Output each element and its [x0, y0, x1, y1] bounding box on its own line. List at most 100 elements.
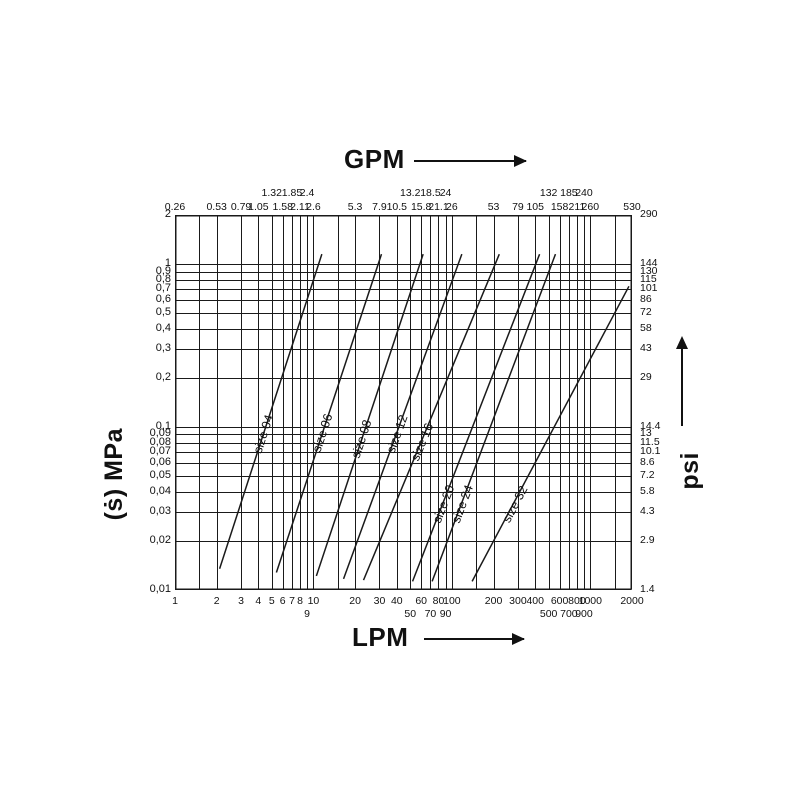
x-tick-label-gpm: 211	[568, 201, 586, 213]
y-tick-label-psi: 4.3	[640, 505, 655, 518]
x-tick-label-gpm: 53	[487, 201, 500, 213]
curve-lines	[218, 253, 630, 582]
x-tick-label-gpm: 0.79	[230, 201, 252, 213]
y-tick-label-mpa: 0,9	[155, 264, 171, 277]
x-tick-label-lpm: 5	[268, 595, 275, 607]
y-tick-label-psi: 43	[640, 342, 652, 355]
y-tick-label-mpa: 0,8	[155, 272, 171, 285]
x-tick-label-gpm: 2.4	[299, 187, 315, 199]
x-tick-label-gpm: 1.32	[261, 187, 282, 199]
curve-size-32	[471, 285, 630, 582]
curve-size-06	[275, 253, 383, 573]
y-tick-label-psi: 11.5	[640, 435, 660, 448]
x-tick-label-lpm: 30	[373, 595, 386, 607]
x-tick-label-gpm: 132	[539, 187, 558, 199]
y-tick-label-psi: 290	[640, 208, 658, 220]
y-tick-label-psi: 130	[640, 264, 658, 277]
x-tick-label-lpm: 2000	[620, 595, 644, 607]
x-tick-label-lpm: 600	[550, 595, 569, 607]
x-tick-label-gpm: 10.5	[386, 201, 407, 213]
x-tick-label-lpm: 100	[443, 595, 461, 607]
x-tick-label-lpm: 200	[484, 595, 503, 607]
x-tick-label-lpm: 800	[568, 595, 586, 607]
y-tick-label-mpa: 0,7	[155, 282, 171, 295]
y-tick-label-psi: 7.2	[640, 469, 655, 482]
lpm-axis-title: LPM	[352, 622, 409, 652]
x-tick-label-gpm: 0.53	[206, 201, 227, 213]
x-tick-label-lpm: 3	[238, 595, 244, 607]
y-tick-label-mpa: 0,01	[149, 583, 171, 595]
y-tick-label-mpa: 0,06	[149, 456, 171, 469]
y-tick-label-psi: 8.6	[640, 456, 655, 469]
x-tick-label-gpm: 24	[439, 187, 452, 199]
x-tick-label-lpm: 700	[560, 608, 578, 620]
x-tick-label-lpm: 20	[349, 595, 361, 607]
y-tick-label-psi: 14.4	[640, 420, 661, 433]
curve-size-04	[218, 253, 323, 569]
x-tick-label-lpm: 70	[424, 608, 437, 620]
grid-lines	[175, 215, 632, 590]
y-tick-label-mpa: 2	[164, 208, 171, 220]
x-tick-label-lpm: 60	[415, 595, 427, 607]
x-tick-label-lpm: 2	[213, 595, 220, 607]
x-tick-label-lpm: 400	[526, 595, 544, 607]
y-tick-label-psi: 13	[640, 427, 652, 440]
y-tick-label-mpa: 0,04	[149, 484, 171, 497]
x-tick-label-gpm: 105	[526, 201, 544, 213]
y-tick-label-mpa: 0,02	[149, 533, 171, 546]
x-tick-label-gpm: 1.85	[281, 187, 303, 199]
y-tick-label-mpa: 0,6	[155, 293, 171, 306]
y-tick-label-psi: 29	[640, 370, 652, 383]
chart-plot-area	[175, 215, 632, 590]
y-tick-label-psi: 2.9	[640, 533, 655, 546]
x-tick-label-lpm: 80	[432, 595, 445, 607]
x-tick-label-gpm: 13.2	[399, 187, 421, 199]
x-tick-label-lpm: 900	[575, 608, 593, 620]
x-tick-label-lpm: 10	[307, 595, 320, 607]
x-tick-label-gpm: 2.6	[306, 201, 321, 213]
x-tick-label-gpm: 1.58	[272, 201, 293, 213]
x-tick-label-gpm: 5.3	[347, 201, 363, 213]
x-tick-label-gpm: 158	[550, 201, 569, 213]
y-tick-label-psi: 5.8	[640, 484, 655, 497]
y-tick-label-psi: 1.4	[640, 583, 655, 595]
arrow-up-icon	[676, 336, 688, 426]
y-tick-label-mpa: 0,4	[155, 321, 171, 334]
x-tick-label-gpm: 530	[623, 201, 641, 213]
gpm-axis-title: GPM	[344, 144, 405, 174]
curve-size-16	[362, 253, 500, 581]
y-tick-label-psi: 72	[640, 306, 652, 319]
y-tick-label-psi: 115	[640, 272, 657, 285]
y-tick-label-mpa: 0,2	[155, 370, 171, 383]
x-tick-label-gpm: 21.1	[428, 201, 449, 213]
y-tick-label-mpa: 0,1	[155, 420, 171, 433]
curve-size-12	[342, 253, 463, 580]
x-tick-label-gpm: 185	[560, 187, 578, 199]
x-tick-label-gpm: 26	[446, 201, 458, 213]
y-tick-label-mpa: 1	[164, 257, 171, 270]
mpa-axis-title: (ṡ) MPa	[100, 428, 128, 521]
x-tick-label-gpm: 15.8	[410, 201, 432, 213]
x-tick-label-gpm: 260	[581, 201, 600, 213]
y-tick-label-mpa: 0,05	[149, 469, 171, 482]
x-tick-label-gpm: 2.11	[290, 201, 310, 213]
x-tick-label-gpm: 18.5	[420, 187, 441, 199]
x-tick-label-gpm: 240	[575, 187, 593, 199]
x-tick-label-lpm: 1	[172, 595, 178, 607]
curve-size-20	[411, 253, 541, 582]
x-tick-label-lpm: 1000	[578, 595, 602, 607]
y-tick-label-mpa: 0,3	[155, 342, 171, 355]
psi-axis-title: psi	[676, 452, 704, 490]
x-tick-label-lpm: 40	[390, 595, 403, 607]
y-tick-label-mpa: 0,07	[149, 445, 171, 458]
x-tick-label-gpm: 1.05	[248, 201, 269, 213]
curve-size-08	[315, 253, 424, 577]
y-tick-label-psi: 144	[640, 257, 658, 270]
x-tick-label-lpm: 500	[539, 608, 558, 620]
y-tick-label-mpa: 0,08	[149, 435, 171, 448]
curve-size-24	[431, 253, 557, 582]
y-tick-label-mpa: 0,09	[149, 427, 171, 440]
x-tick-label-lpm: 7	[289, 595, 295, 607]
x-tick-label-gpm: 7.9	[372, 201, 387, 213]
